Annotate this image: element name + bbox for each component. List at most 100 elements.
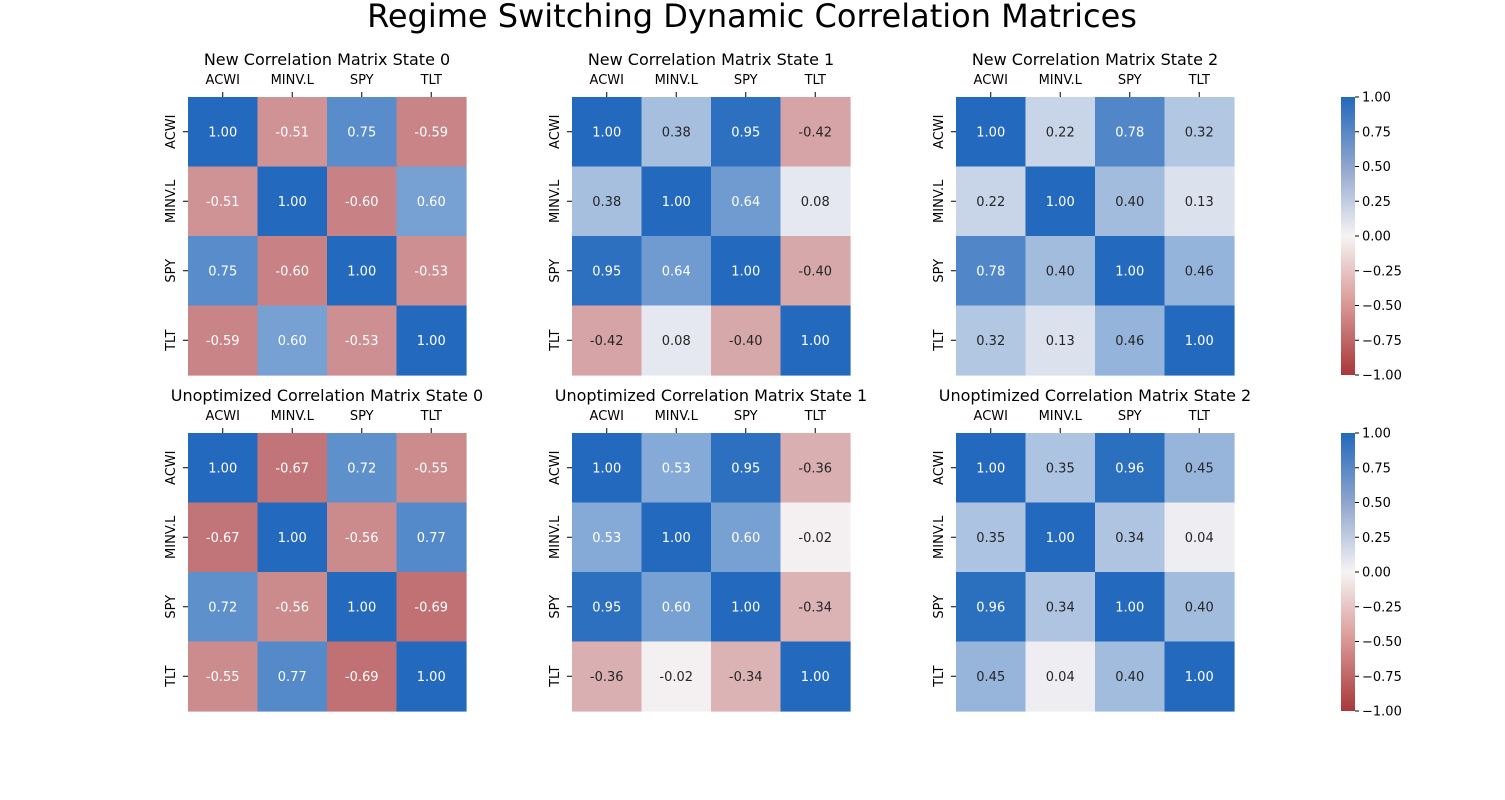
cell-value-label: 0.38 (662, 125, 691, 140)
x-tick-label: TLT (804, 409, 826, 424)
heatmap-cell (396, 502, 467, 573)
heatmap-4: Unoptimized Correlation Matrix State 0 1.… (164, 386, 483, 712)
heatmap-cell (396, 166, 467, 237)
heatmap-cell (396, 236, 467, 307)
heatmap-cell (572, 641, 643, 712)
x-tick-label: SPY (734, 73, 758, 88)
y-tick-label: ACWI (164, 115, 179, 149)
heatmap-cell (1164, 97, 1235, 168)
heatmap-cell (572, 502, 643, 573)
heatmap-cell (1025, 572, 1096, 643)
colorbar-tick-label: 0.25 (1362, 195, 1391, 210)
x-tick-label: TLT (1188, 73, 1210, 88)
y-tick-label: MINV.L (548, 179, 563, 223)
x-tick-label: SPY (350, 409, 374, 424)
heatmap-cell (1164, 572, 1235, 643)
cell-value-label: 0.64 (731, 195, 760, 210)
heatmap-cell (1095, 502, 1166, 573)
heatmap-cell (572, 236, 643, 307)
cell-value-label: -0.51 (206, 195, 240, 210)
heatmap-cell (956, 97, 1027, 168)
cell-value-label: 0.78 (976, 264, 1005, 279)
x-tick-label: SPY (734, 409, 758, 424)
heatmap-cell (188, 572, 259, 643)
cell-value-label: 0.34 (1046, 600, 1075, 615)
cell-value-label: 0.53 (662, 461, 691, 476)
heatmap-cell (711, 502, 782, 573)
heatmap-cell (327, 502, 398, 573)
y-tick-label: ACWI (548, 451, 563, 485)
cell-value-label: 1.00 (1185, 670, 1214, 685)
heatmap-cell (1095, 305, 1166, 376)
y-tick-label: TLT (548, 666, 563, 688)
cell-value-label: 0.95 (592, 264, 621, 279)
heatmap-cell (1095, 433, 1166, 504)
cell-value-label: 1.00 (592, 125, 621, 140)
heatmap-cell (641, 97, 712, 168)
cell-value-label: -0.34 (729, 670, 763, 685)
y-tick-label: SPY (548, 259, 563, 283)
cell-value-label: 0.95 (592, 600, 621, 615)
y-tick-label: ACWI (164, 451, 179, 485)
colorbar-gradient (1341, 433, 1355, 711)
cell-value-label: 0.45 (976, 670, 1005, 685)
heatmap-cell (327, 433, 398, 504)
x-tick-label: ACWI (974, 409, 1008, 424)
heatmap-cell (572, 433, 643, 504)
y-tick-label: TLT (164, 666, 179, 688)
cell-value-label: 0.78 (1115, 125, 1144, 140)
heatmap-cell (327, 641, 398, 712)
heatmap-cell (188, 433, 259, 504)
cell-value-label: -0.60 (345, 195, 379, 210)
cell-value-label: -0.40 (798, 264, 832, 279)
heatmap-cell (396, 641, 467, 712)
heatmap-cell (711, 572, 782, 643)
cell-value-label: 1.00 (592, 461, 621, 476)
heatmap-1: New Correlation Matrix State 0 1.00 -0.51 0… (164, 50, 467, 376)
colorbar-tick-label: 0.75 (1362, 125, 1391, 140)
cell-value-label: 1.00 (801, 670, 830, 685)
colorbar-tick-label: 0.75 (1362, 461, 1391, 476)
cell-value-label: -0.53 (414, 264, 448, 279)
heatmap-cell (1025, 236, 1096, 307)
y-tick-label: ACWI (932, 451, 947, 485)
cell-value-label: -0.56 (275, 600, 309, 615)
cell-value-label: 0.64 (662, 264, 691, 279)
cell-value-label: -0.67 (206, 531, 240, 546)
heatmap-cell (641, 433, 712, 504)
heatmap-title: Unoptimized Correlation Matrix State 2 (939, 386, 1251, 405)
heatmap-cell (956, 433, 1027, 504)
cell-value-label: 0.08 (801, 195, 830, 210)
cell-value-label: 0.08 (662, 334, 691, 349)
colorbar-1: 1.00 0.75 0.50 0.25 0.00 −0.25 −0.50 −0.75 −1.00 (1341, 91, 1402, 384)
heatmap-title: New Correlation Matrix State 1 (588, 50, 834, 69)
x-tick-label: TLT (1188, 409, 1210, 424)
cell-value-label: -0.02 (659, 670, 693, 685)
colorbar-tick-label: 0.00 (1362, 566, 1391, 581)
cell-value-label: -0.40 (729, 334, 763, 349)
heatmap-cell (956, 572, 1027, 643)
y-tick-label: TLT (164, 330, 179, 352)
heatmap-cell (1025, 305, 1096, 376)
heatmap-cell (572, 305, 643, 376)
heatmap-cell (780, 572, 851, 643)
cell-value-label: 1.00 (1115, 600, 1144, 615)
y-tick-label: SPY (932, 259, 947, 283)
x-tick-label: ACWI (206, 73, 240, 88)
heatmap-cell (1095, 572, 1166, 643)
heatmap-cell (327, 166, 398, 237)
heatmap-cell (327, 97, 398, 168)
heatmap-cell (327, 305, 398, 376)
heatmap-cell (396, 97, 467, 168)
heatmap-cell (396, 572, 467, 643)
cell-value-label: 0.13 (1046, 334, 1075, 349)
cell-value-label: 1.00 (1185, 334, 1214, 349)
y-tick-label: SPY (164, 595, 179, 619)
cell-value-label: 0.32 (1185, 125, 1214, 140)
cell-value-label: 0.77 (278, 670, 307, 685)
x-tick-label: SPY (1118, 409, 1142, 424)
y-tick-label: SPY (548, 595, 563, 619)
heatmap-cell (711, 97, 782, 168)
cell-value-label: 1.00 (976, 461, 1005, 476)
heatmap-cell (1164, 433, 1235, 504)
